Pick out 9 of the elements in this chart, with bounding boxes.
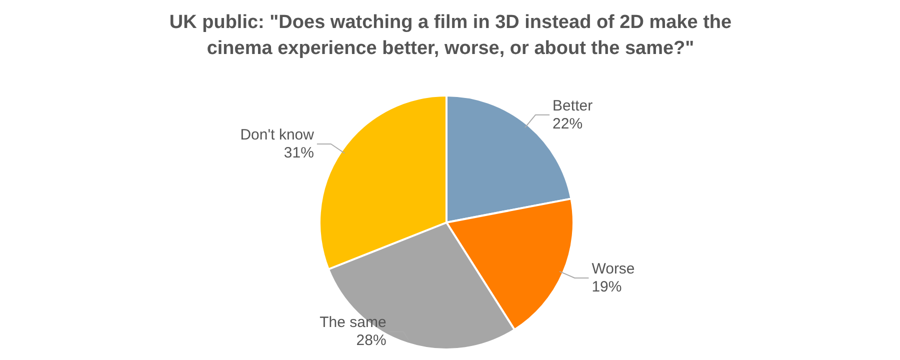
chart-title: UK public: "Does watching a film in 3D instead of 2D make the cinema experience better, worse, or about the same?" bbox=[169, 12, 732, 59]
data-label: 31% bbox=[284, 144, 314, 162]
data-label: 19% bbox=[592, 278, 622, 296]
slice-label: Better bbox=[552, 97, 593, 114]
slice-label: Don't know bbox=[240, 126, 314, 144]
slice-label: Worse bbox=[592, 260, 635, 278]
data-label: 22% bbox=[552, 115, 583, 132]
data-label: 28% bbox=[356, 332, 386, 350]
slice-label: The same bbox=[320, 314, 386, 332]
